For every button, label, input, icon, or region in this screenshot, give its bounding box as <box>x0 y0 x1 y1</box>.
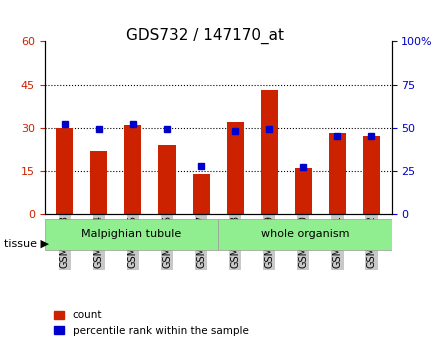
Bar <box>57 128 73 214</box>
Bar <box>329 134 346 214</box>
Legend: count, percentile rank within the sample: count, percentile rank within the sample <box>50 306 253 340</box>
Text: Malpighian tubule: Malpighian tubule <box>81 229 182 239</box>
Text: whole organism: whole organism <box>261 229 349 239</box>
Bar <box>193 174 210 214</box>
Bar <box>227 122 243 214</box>
FancyBboxPatch shape <box>218 219 392 250</box>
Bar <box>363 136 380 214</box>
Bar <box>261 90 278 214</box>
Bar <box>125 125 142 214</box>
Text: GDS732 / 147170_at: GDS732 / 147170_at <box>125 28 284 44</box>
Bar <box>90 151 107 214</box>
Bar <box>295 168 312 214</box>
FancyBboxPatch shape <box>44 219 218 250</box>
Bar <box>158 145 175 214</box>
Text: tissue ▶: tissue ▶ <box>4 238 49 248</box>
